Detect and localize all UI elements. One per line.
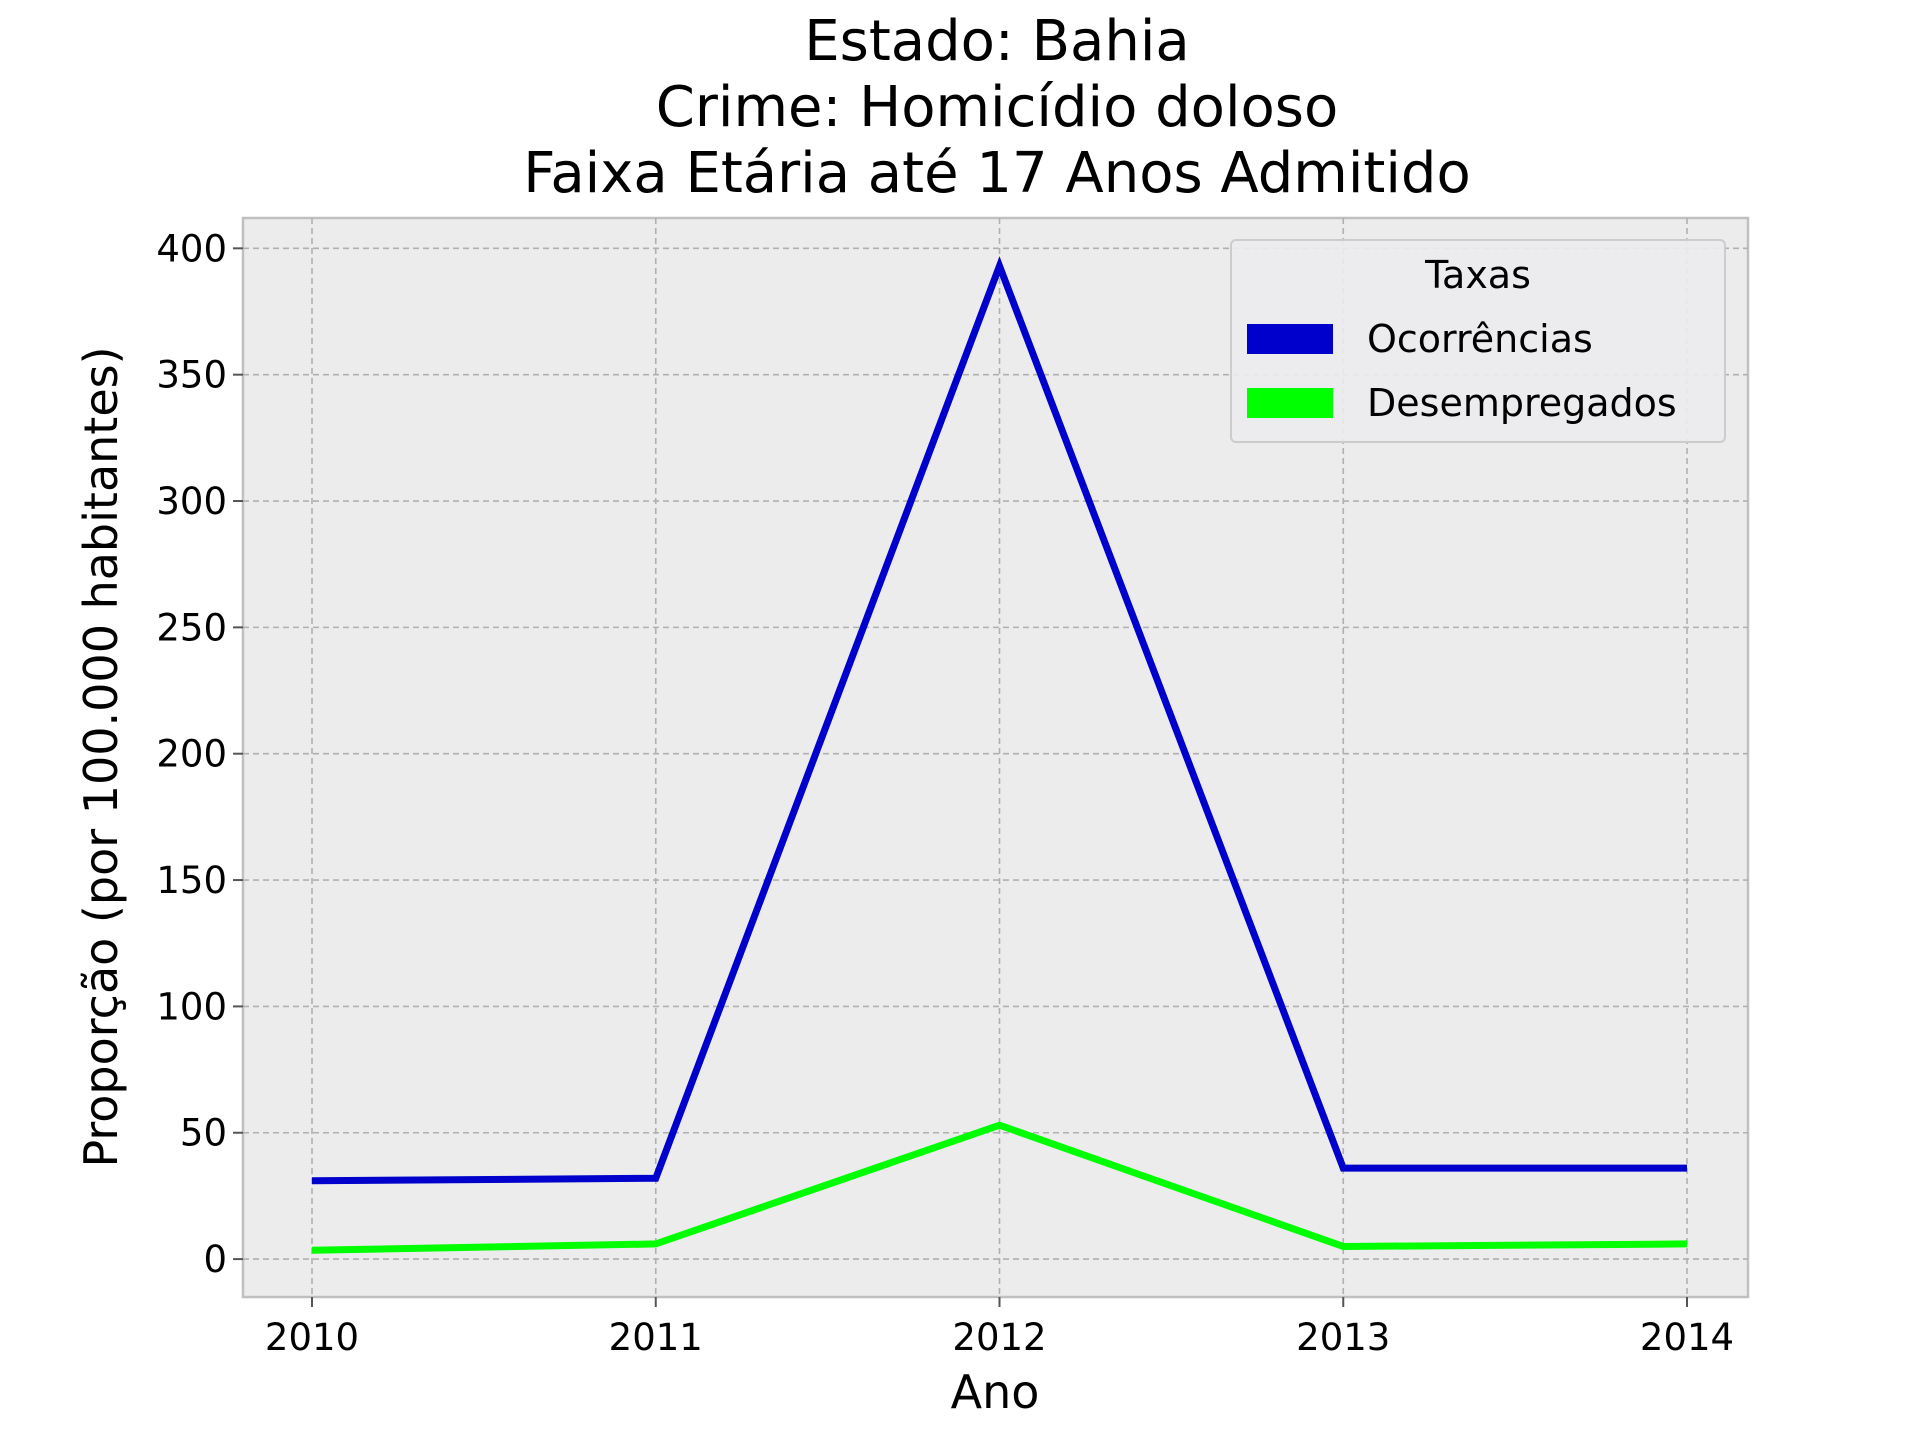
- legend-label-ocorrencias: Ocorrências: [1367, 317, 1593, 361]
- y-axis-ticks: 0 50 100 150 200 250 300 350 400: [156, 227, 243, 1281]
- x-tick-label: 2010: [265, 1316, 359, 1359]
- y-axis-label: Proporção (por 100.000 habitantes): [74, 346, 128, 1167]
- legend-title: Taxas: [1424, 253, 1531, 297]
- x-axis-ticks: 2010 2011 2012 2013 2014: [265, 1297, 1734, 1359]
- y-tick-label: 100: [156, 985, 227, 1028]
- title-line-2: Crime: Homicídio doloso: [656, 75, 1338, 140]
- legend-box: [1230, 239, 1726, 443]
- legend-label-desempregados: Desempregados: [1367, 381, 1677, 425]
- series: [311, 256, 1688, 1254]
- x-tick-label: 2011: [609, 1316, 703, 1359]
- title-line-1: Estado: Bahia: [804, 9, 1189, 74]
- legend-swatch-ocorrencias: [1247, 324, 1333, 354]
- y-tick-label: 50: [180, 1112, 227, 1155]
- x-axis-label: Ano: [951, 1365, 1040, 1419]
- x-tick-label: 2013: [1296, 1316, 1390, 1359]
- y-tick-label: 150: [156, 859, 227, 902]
- legend: Taxas Ocorrências Desempregados: [1230, 239, 1726, 443]
- y-tick-label: 0: [203, 1238, 227, 1281]
- y-tick-label: 250: [156, 606, 227, 649]
- y-tick-label: 350: [156, 354, 227, 397]
- x-tick-label: 2012: [952, 1316, 1046, 1359]
- y-tick-label: 200: [156, 733, 227, 776]
- title-line-3: Faixa Etária até 17 Anos Admitido: [523, 141, 1471, 206]
- legend-swatch-desempregados: [1247, 388, 1333, 418]
- x-tick-label: 2014: [1640, 1316, 1734, 1359]
- chart-title: Estado: Bahia Crime: Homicídio doloso Fa…: [523, 9, 1471, 206]
- y-tick-label: 300: [156, 480, 227, 523]
- y-tick-label: 400: [156, 227, 227, 270]
